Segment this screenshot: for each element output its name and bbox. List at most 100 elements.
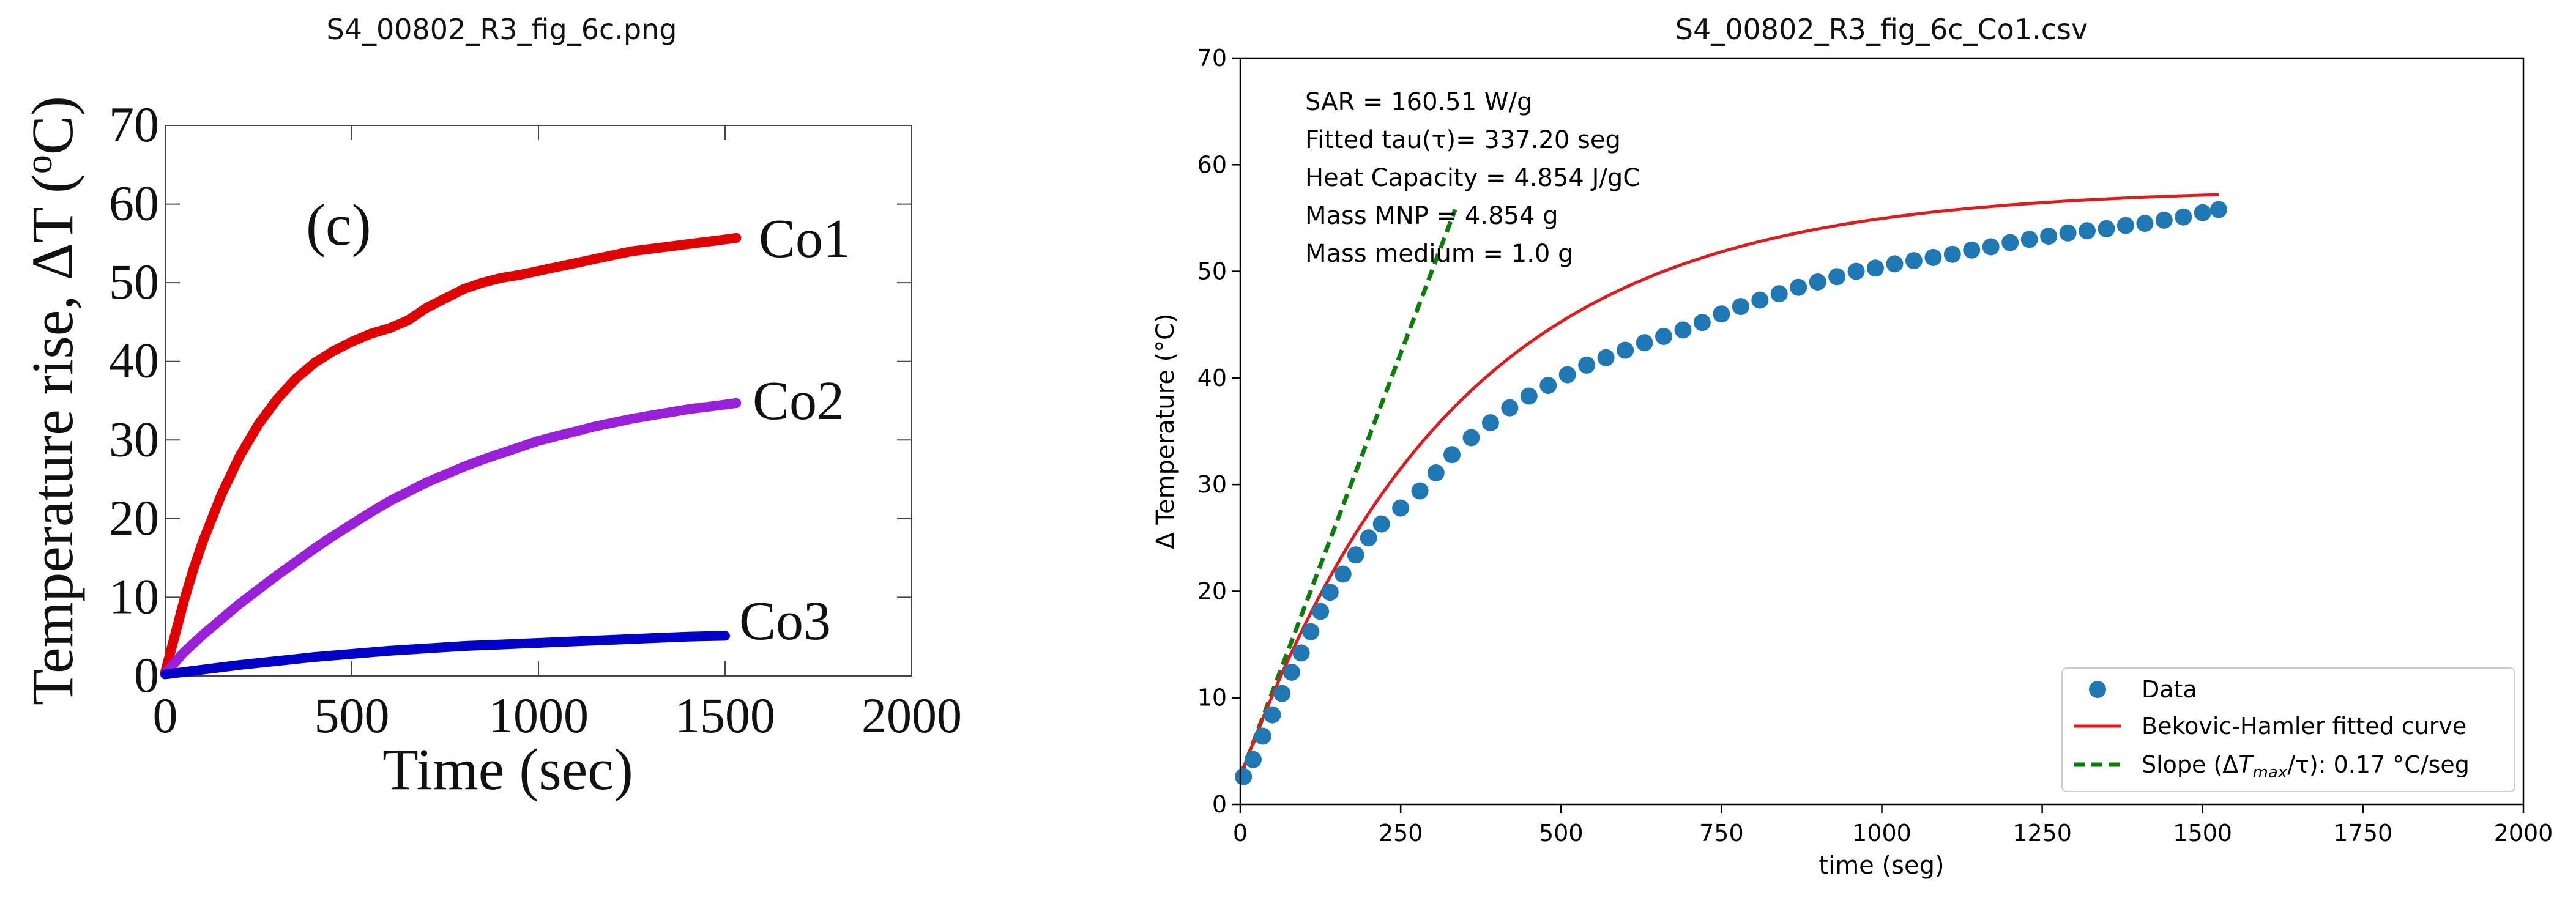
slope-line (1238, 209, 1457, 777)
data-point (1411, 482, 1429, 500)
left-x-tick-label: 1000 (488, 688, 589, 743)
legend-slope-label: Slope (ΔTmax/τ): 0.17 °C/seg (2142, 751, 2470, 782)
right-chart-title: S4_00802_R3_fig_6c_Co1.csv (1675, 13, 2088, 46)
data-point (1462, 429, 1480, 447)
data-point (1302, 623, 1320, 640)
left-series-label-co2: Co2 (753, 371, 844, 431)
data-point (1597, 349, 1615, 366)
left-series-co3 (160, 631, 730, 680)
right-y-tick-label: 70 (1197, 45, 1227, 72)
legend-data-marker (2089, 681, 2106, 698)
right-y-tick-label: 10 (1197, 685, 1227, 711)
left-series-labels: Co1 Co2 Co3 (739, 209, 851, 651)
data-point (2194, 204, 2211, 221)
data-point (1245, 751, 1262, 768)
data-point (2001, 234, 2019, 251)
legend-slope-italic: T (2238, 751, 2254, 778)
right-chart: S4_00802_R3_fig_6c_Co1.csv 0 250 500 750 100… (1152, 13, 2553, 880)
data-point (1809, 273, 1826, 291)
left-series-co1 (160, 232, 742, 677)
left-y-axis-label-main: Temperature rise, ΔT ( (20, 174, 85, 705)
left-series-co2 (160, 398, 742, 679)
left-chart-title: S4_00802_R3_fig_6c.png (327, 13, 677, 46)
right-y-tick-label: 0 (1212, 791, 1227, 818)
left-series-group (160, 232, 742, 680)
data-point (2079, 222, 2096, 240)
data-point (1982, 238, 2000, 256)
left-y-tick-label: 50 (109, 254, 159, 310)
left-y-tick-label: 70 (109, 97, 159, 152)
annotation-tau: Fitted tau(τ)= 337.20 seg (1305, 126, 1621, 154)
right-x-tick-label: 1750 (2334, 820, 2393, 847)
data-point (1481, 414, 1499, 432)
data-point (1539, 377, 1557, 395)
data-point (1617, 341, 1634, 359)
data-point (1943, 245, 1961, 263)
legend-slope-subscript: max (2253, 763, 2288, 782)
left-y-tick-label: 30 (109, 411, 159, 467)
data-point (1312, 603, 1330, 620)
right-x-tick-label: 500 (1539, 820, 1584, 847)
right-y-tick-label: 50 (1197, 258, 1227, 285)
data-point (2098, 220, 2115, 237)
data-point (1273, 685, 1291, 702)
legend: Data Bekovic-Hamler fitted curve Slope (… (2061, 667, 2515, 792)
annotation-sar: SAR = 160.51 W/g (1305, 88, 1532, 116)
right-x-tick-label: 0 (1233, 820, 1248, 847)
right-y-tick-label: 20 (1197, 577, 1227, 604)
data-point (2020, 231, 2038, 248)
data-point (1886, 255, 1904, 273)
left-y-tick-label: 40 (109, 333, 159, 388)
left-axis-tick-labels: 0 500 1000 1500 2000 0 10 20 30 40 50 60 70 (109, 97, 962, 743)
left-x-tick-label: 500 (315, 688, 390, 743)
data-point (2136, 215, 2154, 232)
data-point (1443, 446, 1461, 464)
legend-fit-label: Bekovic-Hamler fitted curve (2142, 713, 2466, 740)
panel-label: (c) (306, 192, 371, 258)
right-axis-ticks (1232, 57, 2525, 813)
legend-slope-prefix: Slope (Δ (2142, 751, 2238, 778)
data-point (1790, 278, 1807, 296)
data-point (1360, 529, 1377, 547)
legend-data-label: Data (2142, 676, 2197, 703)
right-y-tick-label: 30 (1197, 471, 1227, 498)
slope-line-group (1238, 209, 1457, 777)
data-point (1558, 366, 1576, 384)
right-x-tick-label: 1500 (2173, 820, 2232, 847)
data-point (1732, 298, 1749, 316)
right-x-tick-label: 2000 (2494, 820, 2553, 847)
left-chart: S4_00802_R3_fig_6c.png 0 500 1000 1500 20000… (18, 13, 962, 802)
left-y-axis-label-superscript: o (18, 155, 60, 174)
legend-box (2061, 667, 2515, 792)
right-y-tick-label: 40 (1197, 365, 1227, 391)
legend-slope-suffix: /τ): 0.17 °C/seg (2287, 751, 2470, 778)
data-point (1713, 305, 1730, 323)
data-point (2155, 211, 2173, 229)
left-x-axis-label: Time (sec) (382, 737, 633, 802)
left-series-label-co3: Co3 (739, 591, 831, 651)
fit-curve-group (1238, 193, 2219, 777)
fit-curve (1238, 193, 2219, 777)
annotation-block: SAR = 160.51 W/g Fitted tau(τ)= 337.20 s… (1305, 88, 1640, 268)
data-point (2175, 208, 2192, 226)
data-point (1828, 268, 1846, 286)
left-y-tick-label: 10 (109, 568, 159, 624)
data-point (1963, 241, 1981, 259)
right-x-tick-label: 1250 (2012, 820, 2072, 847)
left-x-tick-label: 2000 (862, 688, 962, 743)
data-point (1674, 321, 1692, 339)
left-y-axis-label-end: C) (20, 96, 85, 155)
data-point (1751, 291, 1769, 309)
left-series-label-co1: Co1 (759, 209, 851, 269)
left-y-tick-label: 20 (109, 490, 159, 546)
right-x-tick-label: 1000 (1852, 820, 1912, 847)
data-point (1235, 768, 1253, 785)
data-point (1867, 259, 1884, 277)
left-x-tick-label: 0 (153, 688, 178, 743)
data-point (1427, 464, 1445, 481)
right-plot-frame (1239, 57, 2525, 806)
right-y-axis-label: Δ Temperature (°C) (1152, 313, 1180, 549)
data-point (1334, 565, 1352, 583)
data-point (1347, 546, 1364, 564)
data-point (2040, 228, 2058, 245)
